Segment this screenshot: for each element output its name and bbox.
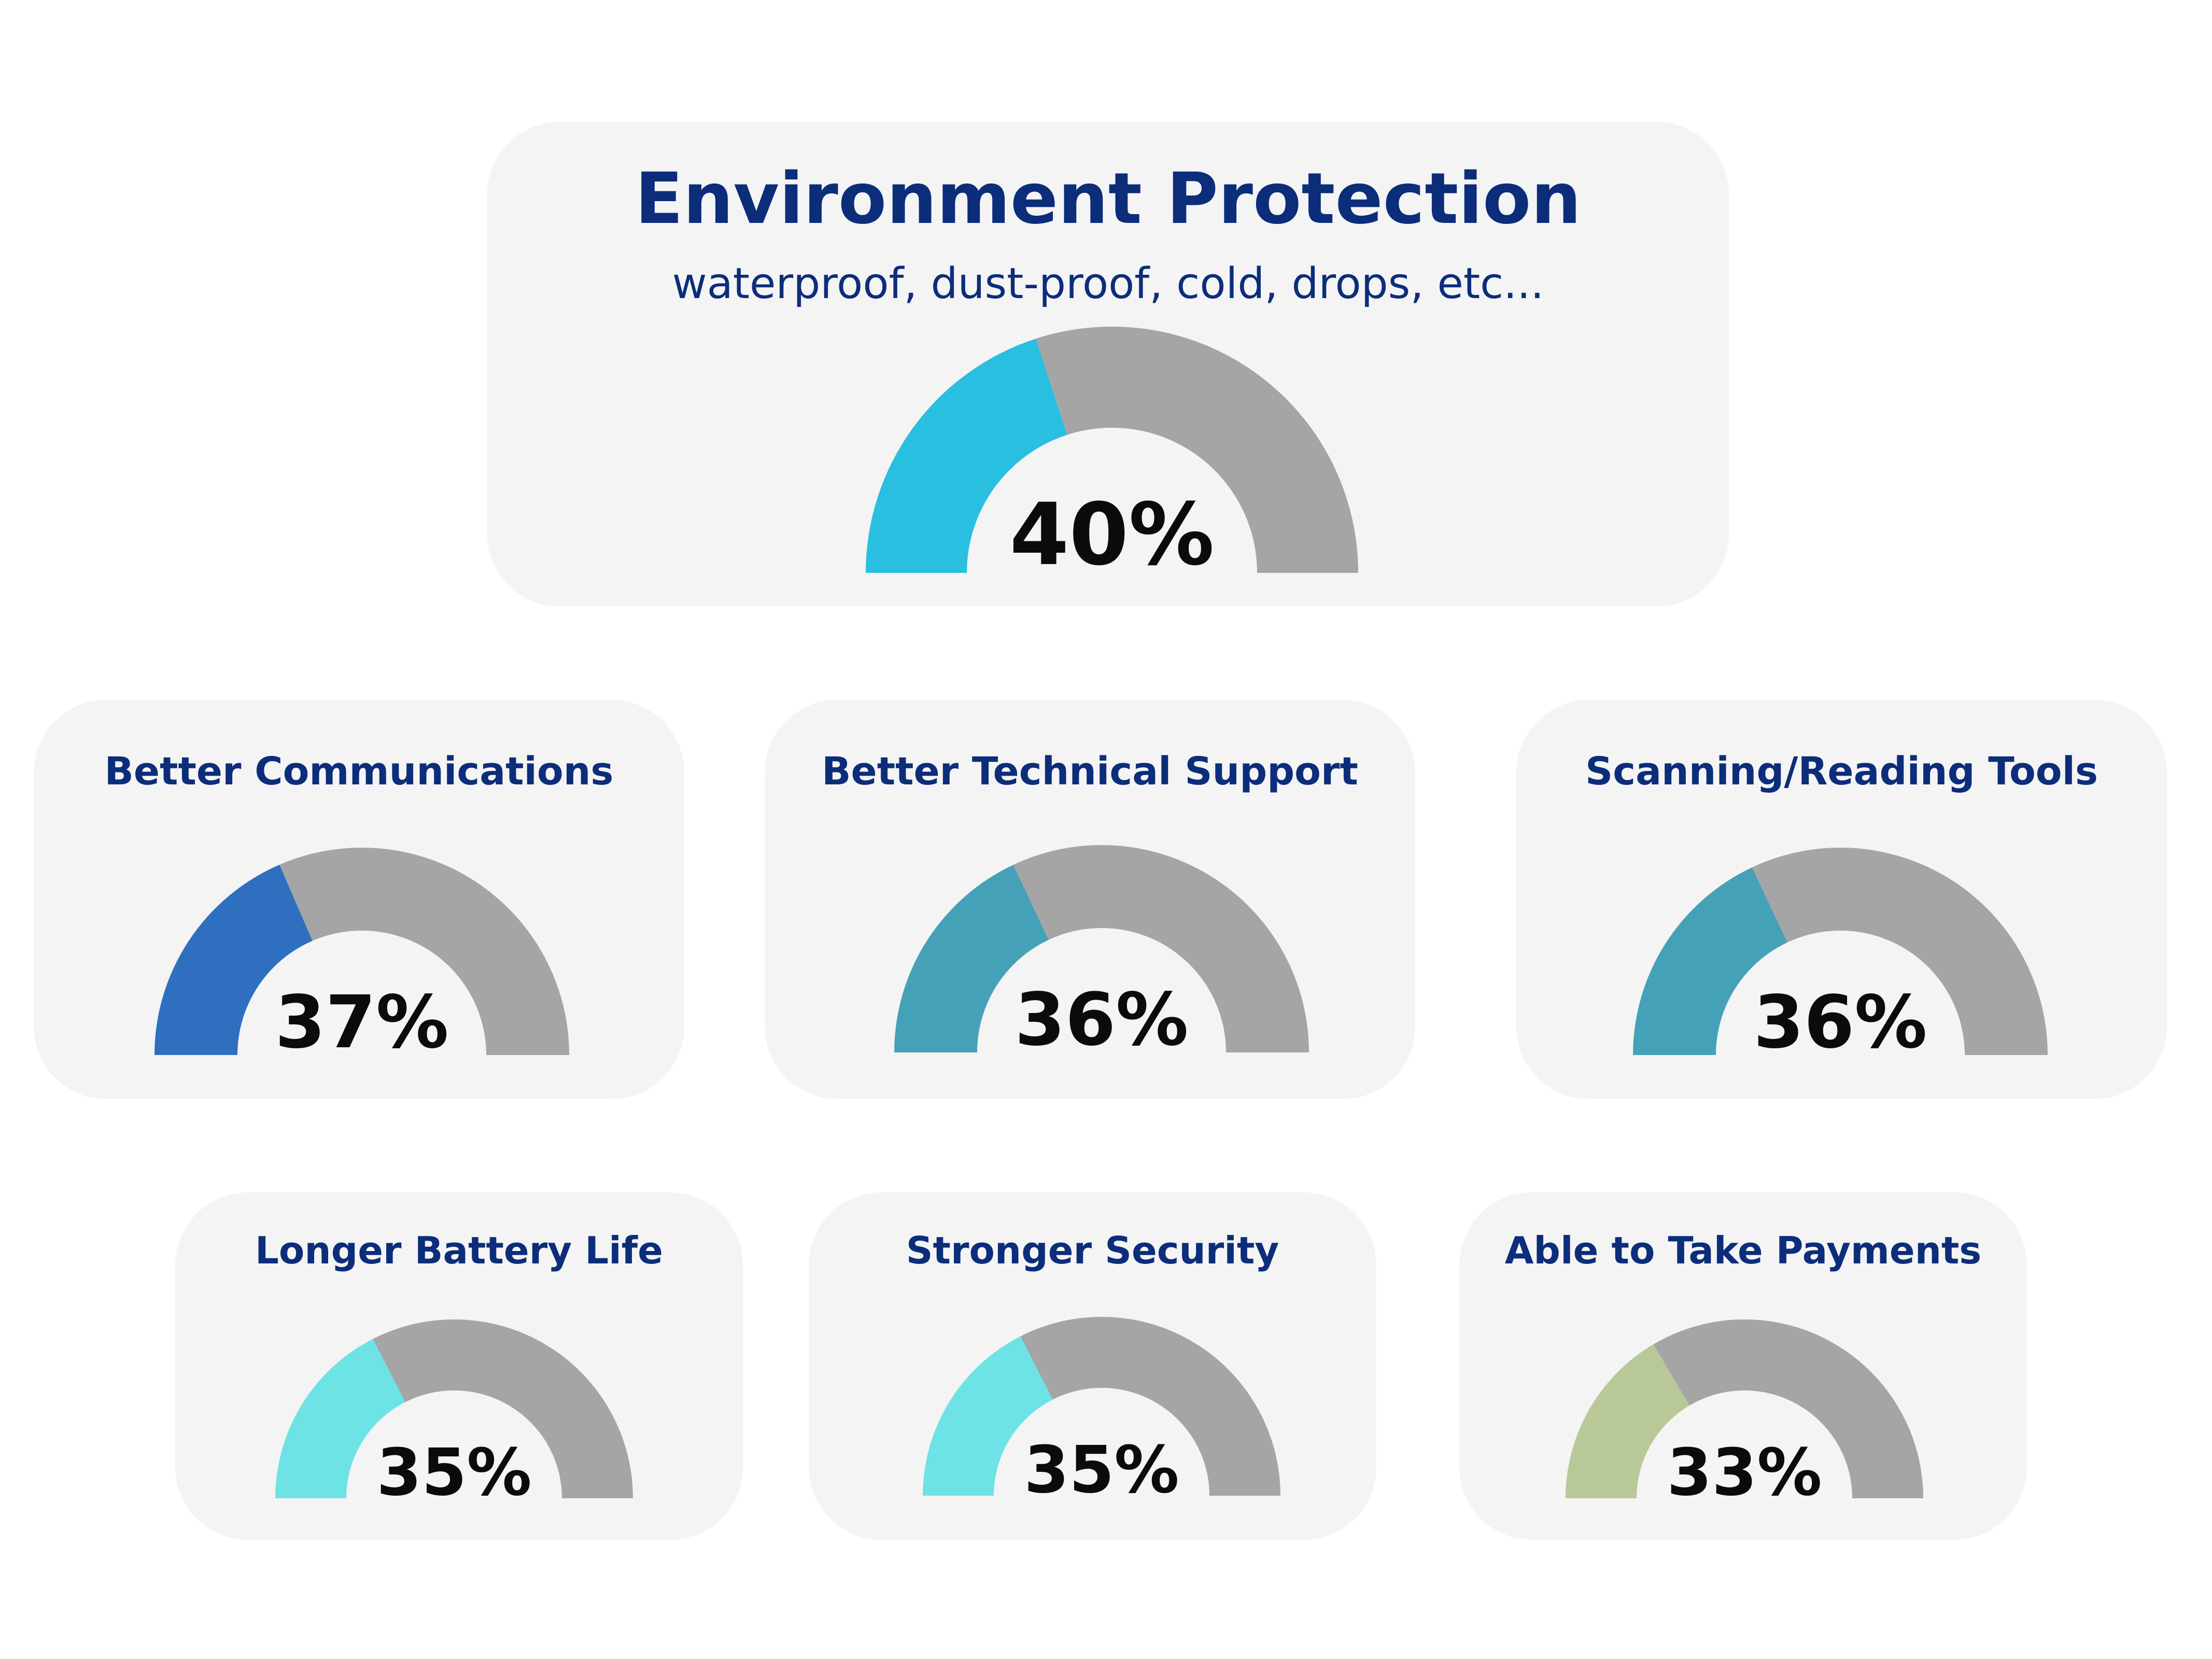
gauge-card-better-technical-support: Better Technical Support 36%	[765, 700, 1415, 1099]
gauge-title: Longer Battery Life	[255, 1229, 663, 1272]
gauge-track-arc	[279, 848, 569, 1055]
gauge-chart: 36%	[1633, 848, 2048, 1065]
gauge-track-arc	[1013, 845, 1309, 1052]
gauge-fill-arc	[154, 864, 313, 1055]
gauge-title: Better Communications	[104, 749, 614, 794]
gauge-card-environment-protection: Environment Protection waterproof, dust-…	[487, 122, 1729, 607]
gauge-value-label: 40%	[1010, 485, 1215, 584]
gauge-track-arc	[1036, 327, 1358, 573]
gauge-chart: 35%	[275, 1319, 633, 1510]
gauge-chart: 36%	[894, 845, 1309, 1062]
gauge-track-arc	[373, 1319, 633, 1498]
gauge-card-able-to-take-payments: Able to Take Payments 33%	[1459, 1192, 2027, 1540]
gauge-fill-arc	[894, 865, 1049, 1052]
gauge-title: Environment Protection	[635, 158, 1582, 240]
gauge-chart: 35%	[923, 1317, 1280, 1508]
gauge-card-longer-battery-life: Longer Battery Life 35%	[175, 1192, 743, 1540]
gauge-value-label: 37%	[275, 980, 448, 1065]
gauge-subtitle: waterproof, dust-proof, cold, drops, etc…	[672, 259, 1544, 308]
gauge-card-better-communications: Better Communications 37%	[34, 700, 684, 1099]
gauge-fill-arc	[1566, 1344, 1690, 1498]
gauge-chart: 37%	[154, 848, 569, 1065]
gauge-value-label: 35%	[1024, 1432, 1179, 1508]
gauge-fill-arc	[1633, 867, 1787, 1055]
gauge-value-label: 36%	[1015, 978, 1188, 1062]
gauge-chart: 33%	[1566, 1319, 1923, 1510]
gauge-track-arc	[1752, 848, 2048, 1055]
gauge-value-label: 35%	[376, 1435, 531, 1510]
gauge-track-arc	[1653, 1319, 1923, 1498]
gauge-value-label: 33%	[1667, 1435, 1822, 1510]
gauge-fill-arc	[275, 1339, 405, 1498]
gauge-card-stronger-security: Stronger Security 35%	[809, 1192, 1376, 1540]
gauge-fill-arc	[866, 339, 1067, 573]
gauge-card-scanning-reading-tools: Scanning/Reading Tools 36%	[1516, 700, 2167, 1099]
gauge-fill-arc	[923, 1336, 1053, 1496]
gauge-title: Better Technical Support	[822, 749, 1358, 794]
gauge-title: Scanning/Reading Tools	[1585, 749, 2098, 794]
gauge-chart: 40%	[866, 327, 1358, 584]
gauge-value-label: 36%	[1753, 980, 1927, 1065]
gauge-title: Able to Take Payments	[1504, 1229, 1982, 1272]
gauge-track-arc	[1020, 1317, 1280, 1496]
gauge-title: Stronger Security	[906, 1229, 1279, 1272]
